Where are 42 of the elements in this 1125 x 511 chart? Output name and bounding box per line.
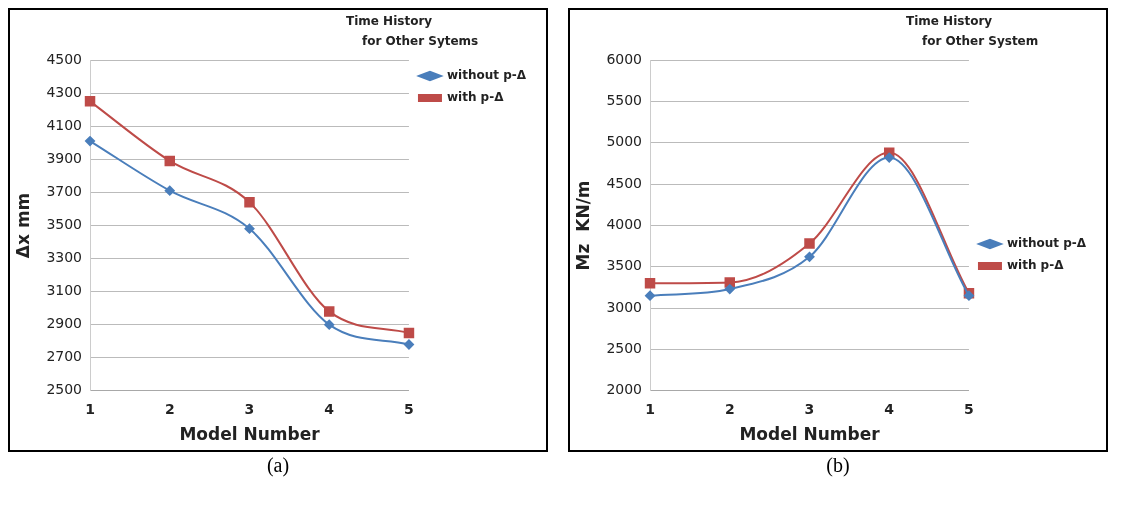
y-tick-label: 5500: [606, 91, 643, 108]
y-tick-label: 3300: [46, 249, 83, 266]
y-tick-label: 6000: [606, 50, 643, 67]
y-tick-label: 2000: [606, 381, 643, 398]
y-tick-label: 2700: [46, 348, 83, 365]
x-tick-label: 4: [884, 400, 895, 417]
x-tick-label: 1: [85, 400, 95, 417]
x-tick-label: 5: [964, 400, 974, 417]
y-tick-label: 3000: [606, 298, 643, 315]
y-axis-title: Mz KN/m: [572, 180, 593, 271]
x-tick-label: 3: [244, 400, 255, 417]
x-axis-title: Model Number: [179, 424, 321, 445]
x-tick-label: 5: [404, 400, 414, 417]
y-tick-label: 3500: [46, 216, 83, 233]
y-tick-label: 3700: [46, 182, 83, 199]
y-tick-label: 2500: [46, 381, 83, 398]
y-tick-label: 3100: [46, 282, 83, 299]
y-tick-label: 2500: [606, 340, 643, 357]
legend-label: without p-Δ: [446, 68, 527, 83]
y-tick-label: 4100: [46, 116, 83, 133]
x-tick-label: 2: [724, 400, 735, 417]
text: (a): [266, 454, 290, 477]
text: (b): [826, 454, 850, 477]
legend-label: with p-Δ: [1006, 258, 1065, 273]
y-tick-label: 4500: [46, 50, 83, 67]
y-tick-label: 4000: [606, 216, 643, 233]
x-tick-label: 2: [164, 400, 175, 417]
y-tick-label: 3900: [46, 149, 83, 166]
legend-label: without p-Δ: [1006, 236, 1087, 251]
chart-title: Time History for Other Sytems: [346, 14, 479, 49]
x-tick-label: 4: [324, 400, 335, 417]
y-tick-label: 4500: [606, 174, 643, 191]
x-axis-title: Model Number: [739, 424, 881, 445]
y-axis-title: Δx mm: [12, 192, 33, 259]
chart-title: Time History for Other System: [906, 14, 1039, 49]
y-tick-label: 4300: [46, 83, 83, 100]
x-tick-label: 1: [645, 400, 655, 417]
legend-label: with p-Δ: [446, 90, 505, 105]
y-tick-label: 5000: [606, 133, 643, 150]
y-tick-label: 3500: [606, 257, 643, 274]
x-tick-label: 3: [804, 400, 815, 417]
y-tick-label: 2900: [46, 315, 83, 332]
